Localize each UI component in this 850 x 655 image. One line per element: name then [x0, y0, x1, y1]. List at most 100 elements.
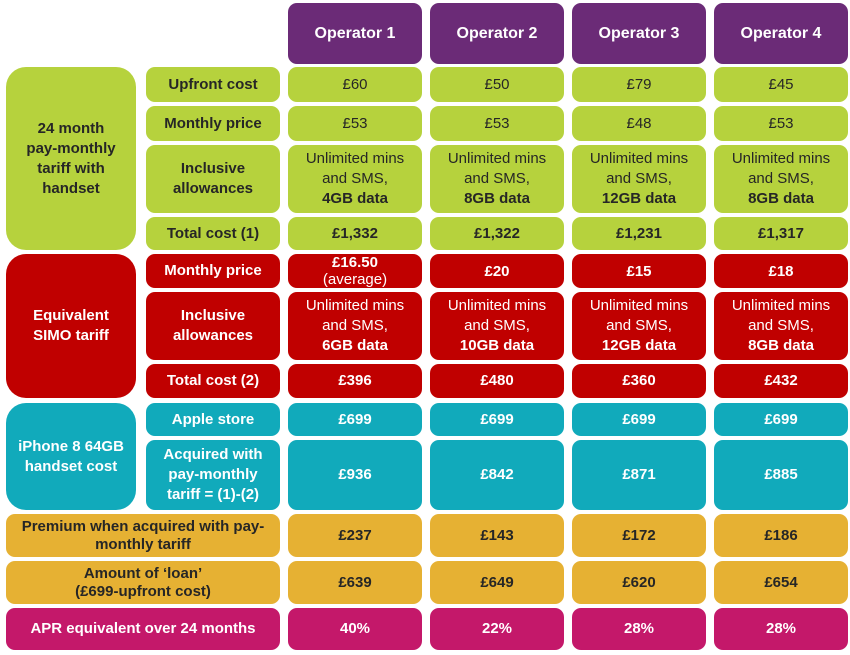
cell-line: 6GB data: [322, 337, 388, 354]
group-label-handset: iPhone 8 64GB handset cost: [6, 403, 136, 510]
cell-line: handset: [42, 179, 100, 197]
group-label-contract: 24 month pay-monthly tariff with handset: [6, 67, 136, 250]
value-cell: 22%: [430, 608, 564, 650]
cell-line: Unlimited mins: [589, 150, 689, 167]
value-cell: £480: [430, 364, 564, 398]
cell-line: Inclusive: [180, 307, 246, 324]
cell-line: £16.50: [332, 254, 378, 271]
value-cell: £48: [572, 106, 706, 141]
cell-line: and SMS,: [322, 170, 388, 187]
cell-line: Amount of ‘loan’: [83, 564, 203, 582]
value-cell: £60: [288, 67, 422, 102]
value-cell: £871: [572, 440, 706, 510]
cell-line: allowances: [172, 327, 254, 344]
cell-line: £18: [768, 262, 794, 280]
value-cell: £1,332: [288, 217, 422, 250]
value-cell: £53: [430, 106, 564, 141]
value-cell: Unlimited mins and SMS, 12GB data: [572, 145, 706, 213]
value-cell: Unlimited mins and SMS, 6GB data: [288, 292, 422, 360]
value-cell: £18: [714, 254, 848, 288]
value-cell: £936: [288, 440, 422, 510]
cell-line: handset cost: [24, 457, 118, 475]
cell-line: Inclusive: [180, 160, 246, 177]
value-cell: £432: [714, 364, 848, 398]
cell-line: Unlimited mins: [447, 150, 547, 167]
cell-line: and SMS,: [464, 317, 530, 334]
cell-line: Unlimited mins: [731, 297, 831, 314]
value-cell: £143: [430, 514, 564, 557]
value-cell: 28%: [714, 608, 848, 650]
value-cell: Unlimited mins and SMS, 8GB data: [430, 145, 564, 213]
cell-line: Premium when acquired with pay-: [21, 517, 265, 535]
value-cell: Unlimited mins and SMS, 10GB data: [430, 292, 564, 360]
cell-line: 8GB data: [748, 337, 814, 354]
row-label-total1: Total cost (1): [146, 217, 280, 250]
row-label-simo-monthly: Monthly price: [146, 254, 280, 288]
cell-line: and SMS,: [606, 170, 672, 187]
value-cell: £620: [572, 561, 706, 604]
row-label-apr: APR equivalent over 24 months: [6, 608, 280, 650]
cell-line: £20: [484, 262, 510, 280]
value-cell: £186: [714, 514, 848, 557]
operator-header-1: Operator 1: [288, 3, 422, 64]
cell-line: SIMO tariff: [33, 327, 109, 344]
value-cell: £1,322: [430, 217, 564, 250]
row-label-upfront: Upfront cost: [146, 67, 280, 102]
cell-line: and SMS,: [606, 317, 672, 334]
cell-line: 12GB data: [601, 337, 677, 354]
cell-line: (£699-upfront cost): [75, 582, 211, 600]
value-cell: Unlimited mins and SMS, 8GB data: [714, 292, 848, 360]
cell-line: Unlimited mins: [305, 150, 405, 167]
cell-line: 8GB data: [464, 190, 530, 207]
value-cell: £699: [714, 403, 848, 436]
cell-line: Unlimited mins: [447, 297, 547, 314]
value-cell: £1,231: [572, 217, 706, 250]
cell-line: 12GB data: [601, 190, 677, 207]
row-label-acquired: Acquired with pay-monthly tariff = (1)-(2): [146, 440, 280, 510]
value-cell: £654: [714, 561, 848, 604]
cell-line: monthly tariff: [95, 535, 191, 553]
value-cell: £842: [430, 440, 564, 510]
group-label-simo: Equivalent SIMO tariff: [6, 254, 136, 398]
row-label-inclusive: Inclusive allowances: [146, 145, 280, 213]
operator-header-2: Operator 2: [430, 3, 564, 64]
cell-line: 4GB data: [322, 190, 388, 207]
row-label-monthly: Monthly price: [146, 106, 280, 141]
value-cell: £15: [572, 254, 706, 288]
cell-line: allowances: [172, 180, 254, 197]
value-cell: £699: [572, 403, 706, 436]
cell-line: 8GB data: [748, 190, 814, 207]
cell-line: Acquired with: [163, 446, 263, 463]
operator-header-4: Operator 4: [714, 3, 848, 64]
value-cell: £20: [430, 254, 564, 288]
cell-line: 24 month: [37, 119, 105, 137]
value-cell: £79: [572, 67, 706, 102]
value-cell: 40%: [288, 608, 422, 650]
cell-line: Unlimited mins: [589, 297, 689, 314]
cell-line: and SMS,: [748, 317, 814, 334]
row-label-apple: Apple store: [146, 403, 280, 436]
value-cell: Unlimited mins and SMS, 4GB data: [288, 145, 422, 213]
value-cell: £53: [288, 106, 422, 141]
value-cell: £699: [288, 403, 422, 436]
cell-line: and SMS,: [322, 317, 388, 334]
value-cell: £885: [714, 440, 848, 510]
value-cell: £699: [430, 403, 564, 436]
cell-line: iPhone 8 64GB: [18, 437, 124, 455]
value-cell: £53: [714, 106, 848, 141]
value-cell: £45: [714, 67, 848, 102]
cell-line: Unlimited mins: [731, 150, 831, 167]
cell-line: Equivalent: [33, 307, 109, 324]
value-cell: Unlimited mins and SMS, 8GB data: [714, 145, 848, 213]
value-cell: £649: [430, 561, 564, 604]
cell-line: pay-monthly: [168, 466, 258, 483]
row-label-simo-inclusive: Inclusive allowances: [146, 292, 280, 360]
cell-line: 10GB data: [459, 337, 535, 354]
value-cell: Unlimited mins and SMS, 12GB data: [572, 292, 706, 360]
cell-line: and SMS,: [464, 170, 530, 187]
row-label-loan: Amount of ‘loan’ (£699-upfront cost): [6, 561, 280, 604]
cell-line: Unlimited mins: [305, 297, 405, 314]
value-cell: £360: [572, 364, 706, 398]
operator-header-3: Operator 3: [572, 3, 706, 64]
cell-line: and SMS,: [748, 170, 814, 187]
